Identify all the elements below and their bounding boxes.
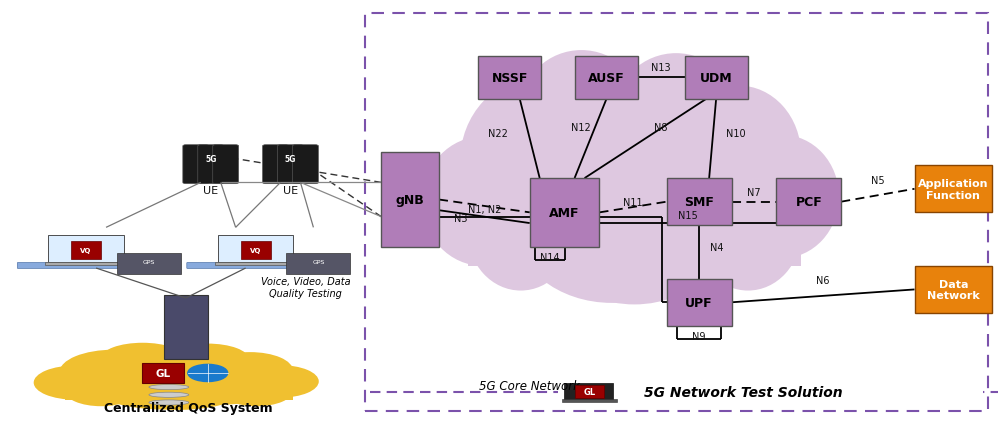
- FancyBboxPatch shape: [213, 145, 239, 184]
- Text: GL: GL: [155, 368, 170, 378]
- FancyBboxPatch shape: [215, 262, 296, 265]
- Ellipse shape: [725, 135, 839, 258]
- Text: N5: N5: [871, 175, 885, 185]
- Ellipse shape: [521, 74, 748, 305]
- Text: 5G: 5G: [285, 155, 296, 164]
- FancyBboxPatch shape: [164, 295, 208, 359]
- Text: NSSF: NSSF: [492, 72, 528, 85]
- Ellipse shape: [96, 367, 231, 409]
- Ellipse shape: [241, 365, 319, 398]
- Ellipse shape: [101, 343, 184, 374]
- Text: SMF: SMF: [684, 196, 714, 209]
- Text: N15: N15: [678, 210, 698, 220]
- Text: N10: N10: [726, 129, 746, 139]
- Text: Centralized QoS System: Centralized QoS System: [104, 401, 273, 414]
- Ellipse shape: [207, 352, 293, 389]
- Text: Voice, Video, Data
Quality Testing: Voice, Video, Data Quality Testing: [261, 277, 350, 298]
- Text: VQ: VQ: [80, 248, 92, 254]
- Text: GPS: GPS: [143, 259, 155, 264]
- Text: AMF: AMF: [549, 206, 580, 219]
- Ellipse shape: [175, 364, 273, 405]
- FancyBboxPatch shape: [915, 166, 992, 213]
- Ellipse shape: [149, 400, 189, 405]
- Text: PCF: PCF: [795, 196, 822, 209]
- Text: Application
Function: Application Function: [918, 178, 989, 200]
- Text: N7: N7: [747, 187, 761, 197]
- FancyBboxPatch shape: [117, 253, 181, 274]
- Ellipse shape: [629, 131, 773, 285]
- Ellipse shape: [615, 54, 737, 171]
- FancyBboxPatch shape: [915, 266, 992, 313]
- FancyBboxPatch shape: [667, 279, 732, 326]
- Ellipse shape: [166, 344, 249, 375]
- Text: N14: N14: [540, 253, 559, 263]
- Text: N11: N11: [623, 198, 643, 208]
- FancyBboxPatch shape: [278, 145, 303, 184]
- Ellipse shape: [695, 174, 801, 291]
- Text: GL: GL: [583, 387, 596, 396]
- FancyBboxPatch shape: [218, 236, 293, 263]
- Ellipse shape: [101, 349, 257, 410]
- FancyBboxPatch shape: [776, 179, 841, 226]
- FancyBboxPatch shape: [530, 179, 599, 247]
- FancyBboxPatch shape: [575, 385, 604, 398]
- Text: N9: N9: [692, 331, 706, 341]
- Ellipse shape: [149, 384, 189, 390]
- Ellipse shape: [676, 86, 801, 225]
- Text: AUSF: AUSF: [588, 72, 625, 85]
- Circle shape: [188, 365, 228, 381]
- Text: 5G: 5G: [205, 155, 216, 164]
- Ellipse shape: [468, 174, 574, 291]
- Text: UE: UE: [283, 186, 298, 196]
- Text: N8: N8: [654, 123, 667, 133]
- FancyBboxPatch shape: [562, 399, 617, 402]
- FancyBboxPatch shape: [286, 253, 350, 274]
- Text: Data
Network: Data Network: [927, 279, 980, 301]
- Ellipse shape: [422, 137, 543, 266]
- FancyBboxPatch shape: [71, 242, 101, 260]
- Text: N3: N3: [454, 214, 467, 224]
- FancyBboxPatch shape: [45, 262, 127, 265]
- FancyBboxPatch shape: [65, 380, 293, 400]
- Text: UPF: UPF: [685, 296, 713, 309]
- FancyBboxPatch shape: [685, 57, 748, 100]
- FancyBboxPatch shape: [575, 57, 638, 100]
- FancyBboxPatch shape: [17, 263, 155, 269]
- Ellipse shape: [60, 350, 168, 394]
- FancyBboxPatch shape: [142, 363, 184, 383]
- Text: N6: N6: [816, 276, 830, 286]
- Text: 5G Core Network: 5G Core Network: [479, 379, 580, 393]
- FancyBboxPatch shape: [198, 145, 224, 184]
- FancyBboxPatch shape: [241, 242, 271, 260]
- Text: VQ: VQ: [250, 248, 261, 254]
- Text: N22: N22: [488, 129, 508, 139]
- Text: gNB: gNB: [396, 194, 424, 206]
- Text: 5G Network Test Solution: 5G Network Test Solution: [644, 385, 843, 399]
- Text: N13: N13: [651, 63, 671, 73]
- FancyBboxPatch shape: [187, 263, 324, 269]
- FancyBboxPatch shape: [292, 145, 318, 184]
- Ellipse shape: [149, 392, 189, 397]
- FancyBboxPatch shape: [48, 236, 124, 263]
- FancyBboxPatch shape: [381, 153, 439, 247]
- Ellipse shape: [460, 77, 619, 246]
- Text: N4: N4: [710, 243, 724, 252]
- Ellipse shape: [65, 375, 137, 406]
- Text: N12: N12: [571, 123, 590, 133]
- Text: UE: UE: [203, 186, 218, 196]
- FancyBboxPatch shape: [564, 383, 613, 400]
- Text: UDM: UDM: [700, 72, 732, 85]
- FancyBboxPatch shape: [183, 145, 209, 184]
- Ellipse shape: [220, 375, 293, 406]
- Ellipse shape: [34, 366, 117, 400]
- Ellipse shape: [513, 143, 710, 303]
- FancyBboxPatch shape: [667, 179, 732, 226]
- Ellipse shape: [521, 51, 642, 168]
- Text: GPS: GPS: [312, 259, 325, 264]
- FancyBboxPatch shape: [263, 145, 288, 184]
- FancyBboxPatch shape: [468, 189, 801, 266]
- FancyBboxPatch shape: [478, 57, 541, 100]
- Text: N1, N2: N1, N2: [468, 205, 501, 215]
